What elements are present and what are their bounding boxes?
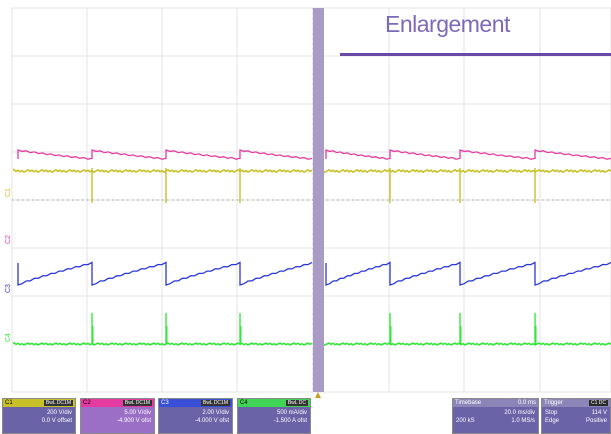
channel-2-badge: BwL DC1M xyxy=(122,400,152,406)
timebase-samples: 200 kS xyxy=(456,418,475,424)
channel-2-vdiv: 5.00 V/div xyxy=(124,410,151,416)
channel-3-id: C3 xyxy=(161,400,169,406)
channel-4-offset: -1.500 A ofst xyxy=(273,418,307,424)
timebase-delay: 0.0 ms xyxy=(517,400,536,406)
timebase-label: Timebase xyxy=(455,400,482,406)
channel-2-descriptor[interactable]: C2 BwL DC1M 5.00 V/div -4.900 V ofst xyxy=(80,398,155,434)
trigger-mode: Stop xyxy=(545,410,558,416)
timebase-tdiv: 20.0 ms/div xyxy=(504,410,535,416)
channel-2-trace-enlarged xyxy=(325,149,611,160)
channel-1-marker: C1 xyxy=(5,188,12,197)
channel-3-descriptor[interactable]: C3 BwL DC1M 2.00 V/div -4.000 V ofst xyxy=(158,398,233,434)
channel-1-descriptor[interactable]: C1 BwL DC1M 200 V/div 0.0 V offset xyxy=(2,398,76,434)
enlargement-underline xyxy=(340,53,611,56)
enlargement-divider xyxy=(313,8,324,392)
channel-3-trace-enlarged xyxy=(325,261,611,286)
channel-1-offset: 0.0 V offset xyxy=(41,418,72,424)
channel-1-vdiv: 200 V/div xyxy=(46,410,72,416)
channel-4-id: C4 xyxy=(240,400,248,406)
channel-4-trace xyxy=(324,342,611,347)
trigger-slope: Positive xyxy=(585,418,607,424)
trigger-position-marker xyxy=(315,392,321,398)
trigger-descriptor[interactable]: Trigger C1 DC Stop 114 V Edge Positive xyxy=(541,398,611,434)
channel-1-trace xyxy=(324,168,611,174)
channel-4-marker: C4 xyxy=(5,333,12,342)
trigger-level: 114 V xyxy=(591,410,607,416)
channel-1-badge: BwL DC1M xyxy=(43,400,73,406)
channel-4-badge: BwL DC xyxy=(285,400,308,406)
channel-4-vdiv: 500 mA/div xyxy=(276,410,307,416)
trigger-label: Trigger xyxy=(544,400,563,406)
channel-2-marker: C2 xyxy=(5,235,12,244)
channel-3-marker: C3 xyxy=(5,284,12,293)
channel-2-trace-overview xyxy=(17,149,313,160)
timebase-descriptor[interactable]: Timebase 0.0 ms 20.0 ms/div 200 kS 1.0 MS/… xyxy=(452,398,539,434)
channel-4-trace xyxy=(13,341,313,346)
channel-4-descriptor[interactable]: C4 BwL DC 500 mA/div -1.500 A ofst xyxy=(237,398,311,434)
channel-1-trace xyxy=(13,168,313,174)
channel-3-badge: BwL DC1M xyxy=(200,400,230,406)
trigger-source: C1 DC xyxy=(588,400,608,406)
timebase-rate: 1.0 MS/s xyxy=(511,418,535,424)
trigger-type: Edge xyxy=(545,418,560,424)
channel-2-offset: -4.900 V ofst xyxy=(116,418,151,424)
waveform-grid xyxy=(11,7,611,393)
channel-3-trace-overview xyxy=(17,261,313,286)
enlargement-label: Enlargement xyxy=(385,11,510,37)
status-bar: C1 BwL DC1M 200 V/div 0.0 V offset C2 BwL … xyxy=(0,398,611,434)
channel-3-offset: -4.000 V ofst xyxy=(194,418,229,424)
channel-1-id: C1 xyxy=(5,400,13,406)
channel-2-id: C2 xyxy=(83,400,91,406)
channel-3-vdiv: 2.00 V/div xyxy=(202,410,229,416)
